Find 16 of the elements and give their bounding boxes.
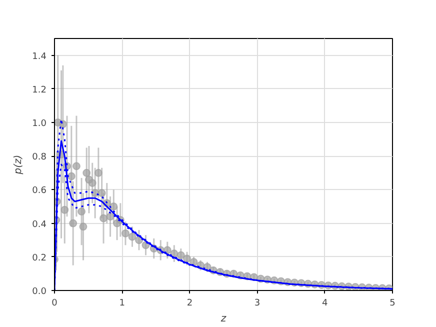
- y-tick-label: 1.0: [32, 119, 47, 129]
- y-tick-label: 1.4: [32, 52, 47, 62]
- y-axis-title: p(z): [13, 154, 24, 176]
- x-axis-title: z: [220, 314, 227, 324]
- y-tick-label: 0.6: [32, 186, 47, 196]
- x-tick-label: 3: [254, 298, 260, 308]
- x-tick-label: 1: [119, 298, 125, 308]
- x-tick-label: 5: [390, 298, 396, 308]
- y-tick-label: 1.2: [32, 85, 47, 96]
- y-tick-label: 0.0: [32, 287, 47, 297]
- y-tick-label: 0.8: [32, 152, 47, 163]
- x-tick-label: 2: [186, 298, 193, 308]
- y-tick-label: 0.2: [32, 253, 47, 264]
- x-tick-label: 0: [52, 298, 58, 308]
- y-tick-label: 0.4: [32, 220, 47, 230]
- x-tick-label: 4: [322, 298, 328, 308]
